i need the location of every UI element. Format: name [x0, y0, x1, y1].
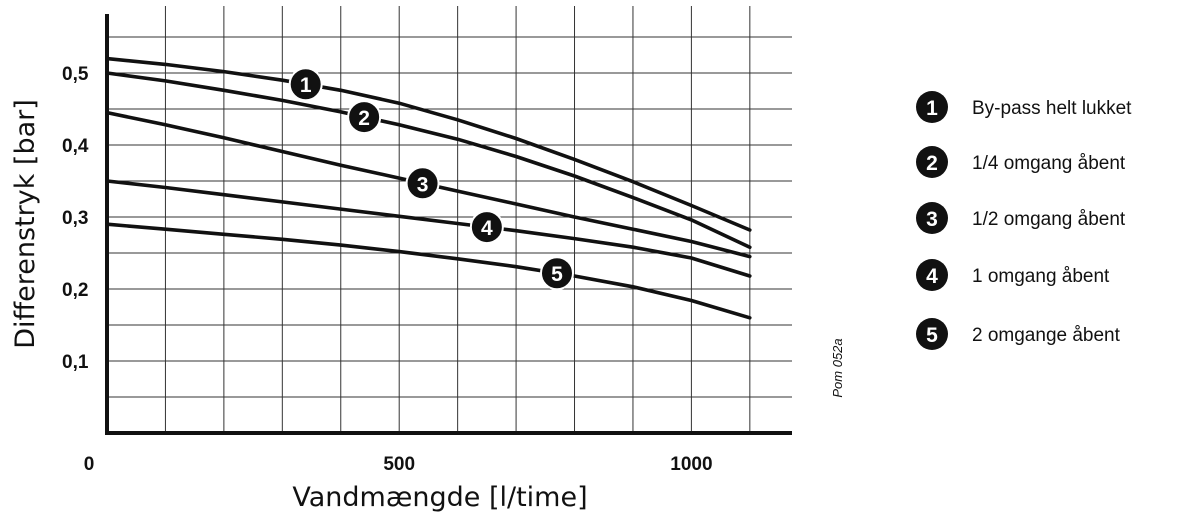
y-tick-label: 0,1	[62, 352, 89, 373]
curve-marker-circle	[539, 256, 574, 291]
curve-marker-number: 2	[358, 107, 370, 130]
tick-labels: 0 500 1000 0,1 0,2 0,3 0,4 0,5	[62, 64, 713, 475]
chart-grid	[107, 6, 792, 433]
legend-marker	[916, 91, 948, 123]
legend: 1 By-pass helt lukket 2 1/4 omgang åbent 3 1/…	[916, 91, 1132, 350]
figure-reference-code: Pom 052a	[830, 338, 845, 397]
legend-marker	[916, 318, 948, 350]
legend-label: 1/4 omgang åbent	[972, 153, 1126, 174]
curve-marker-5: 5	[539, 256, 574, 291]
curve-marker-circle	[288, 67, 323, 102]
legend-entry-5: 5 2 omgange åbent	[916, 318, 1121, 350]
legend-marker-number: 4	[926, 265, 938, 288]
legend-marker	[916, 146, 948, 178]
x-axis-label: Vandmængde [l/time]	[292, 482, 587, 513]
curve-4	[105, 179, 752, 278]
curve-marker-4: 4	[469, 210, 504, 245]
y-tick-label: 0,5	[62, 64, 89, 85]
curve-marker-2: 2	[347, 100, 382, 135]
curve-marker-number: 1	[300, 74, 312, 97]
y-tick-label: 0,2	[62, 280, 88, 301]
legend-marker-number: 5	[926, 324, 938, 347]
legend-label: By-pass helt lukket	[972, 98, 1132, 119]
y-tick-label: 0,3	[62, 208, 88, 229]
legend-label: 1/2 omgang åbent	[972, 209, 1126, 230]
legend-marker-number: 3	[926, 208, 938, 231]
legend-entry-4: 4 1 omgang åbent	[916, 259, 1110, 291]
legend-marker	[916, 259, 948, 291]
curve-marker-circle	[405, 166, 440, 201]
legend-marker	[916, 202, 948, 234]
y-tick-label: 0,4	[62, 136, 89, 157]
curve-1	[105, 56, 752, 232]
legend-entry-2: 2 1/4 omgang åbent	[916, 146, 1126, 178]
legend-entry-3: 3 1/2 omgang åbent	[916, 202, 1126, 234]
x-tick-label: 1000	[670, 454, 712, 475]
curve-marker-circle	[347, 100, 382, 135]
legend-marker-number: 1	[926, 97, 938, 120]
y-axis-label: Differenstryk [bar]	[10, 99, 41, 349]
curve-marker-1: 1	[288, 67, 323, 102]
x-tick-label: 0	[84, 454, 95, 475]
curve-marker-circle	[469, 210, 504, 245]
curve-marker-number: 5	[551, 263, 563, 286]
curve-marker-3: 3	[405, 166, 440, 201]
curve-2	[105, 71, 752, 249]
curve-marker-number: 3	[417, 173, 429, 196]
legend-label: 1 omgang åbent	[972, 266, 1110, 287]
legend-label: 2 omgange åbent	[972, 325, 1121, 346]
x-tick-label: 500	[383, 454, 415, 475]
legend-marker-number: 2	[926, 152, 938, 175]
curve-markers: 1 2 3 4 5	[288, 67, 574, 291]
legend-entry-1: 1 By-pass helt lukket	[916, 91, 1132, 123]
curve-5	[105, 222, 752, 320]
curve-marker-number: 4	[481, 217, 493, 240]
